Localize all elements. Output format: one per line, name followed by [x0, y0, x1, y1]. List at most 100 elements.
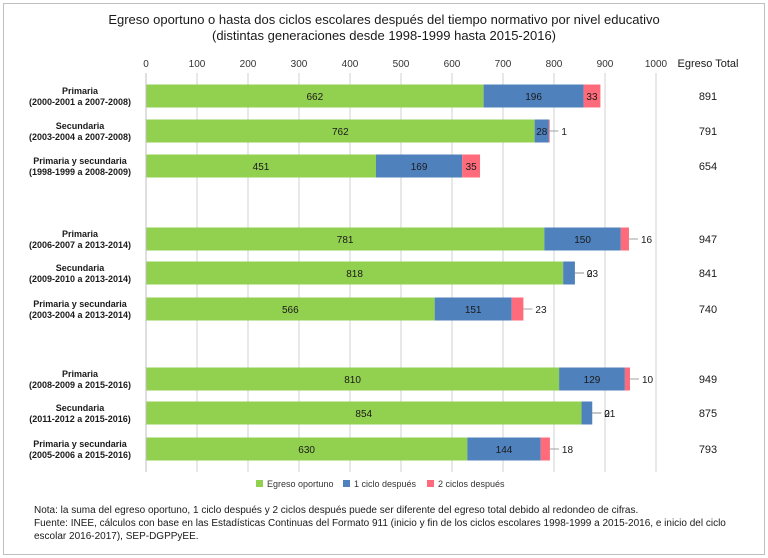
- bar-segment: [146, 401, 582, 425]
- total-value: 875: [699, 408, 717, 420]
- legend-item-egreso-oportuno: Egreso oportuno: [256, 479, 334, 489]
- category-label: Primaria: [62, 369, 99, 379]
- legend-label: 1 ciclo después: [354, 479, 417, 489]
- total-column-header: Egreso Total: [678, 58, 739, 70]
- category-label: Primaria y secundaria: [33, 439, 128, 449]
- bar-segment: [467, 437, 541, 461]
- bar-segment: [624, 367, 630, 391]
- chart-subtitle: (distintas generaciones desde 1998-1999 …: [211, 28, 557, 43]
- x-tick-label: 600: [444, 59, 461, 70]
- category-period-label: (2000-2001 a 2007-2008): [29, 97, 131, 107]
- data-label: 35: [466, 162, 478, 173]
- total-value: 947: [699, 234, 717, 246]
- category-period-label: (2011-2012 a 2015-2016): [29, 414, 131, 424]
- data-label: 662: [306, 92, 323, 103]
- x-tick-label: 100: [189, 59, 206, 70]
- data-label: 762: [332, 127, 349, 138]
- data-label: 781: [337, 235, 354, 246]
- x-tick-label: 800: [546, 59, 563, 70]
- category-label: Primaria y secundaria: [33, 156, 128, 166]
- bar-segment: [146, 437, 468, 461]
- data-label: 151: [465, 305, 482, 316]
- category-period-label: (2003-2004 a 2013-2014): [29, 310, 131, 320]
- x-tick-label: 700: [495, 59, 512, 70]
- category-period-label: (2005-2006 a 2015-2016): [29, 450, 131, 460]
- bar-segment: [146, 84, 484, 108]
- category-period-label: (1998-1999 a 2008-2009): [29, 167, 131, 177]
- data-label: 1: [561, 127, 567, 138]
- bar-segment: [434, 297, 512, 321]
- bar-segment: [376, 154, 463, 178]
- total-value: 791: [699, 126, 717, 138]
- data-label: 33: [586, 92, 598, 103]
- total-value: 654: [699, 161, 717, 173]
- data-label: 630: [298, 445, 315, 456]
- total-value: 949: [699, 374, 717, 386]
- bar-segment: [146, 367, 560, 391]
- data-label: 150: [574, 235, 591, 246]
- legend-swatch: [427, 480, 434, 487]
- footnote-nota: Nota: la suma del egreso oportuno, 1 cic…: [34, 505, 639, 516]
- bar-segment: [559, 367, 625, 391]
- bar-segment: [146, 297, 435, 321]
- x-tick-label: 400: [342, 59, 359, 70]
- bar-segment: [511, 297, 524, 321]
- bar-segment: [146, 119, 535, 143]
- total-value: 793: [699, 444, 717, 456]
- legend-item-1-ciclo: 1 ciclo después: [343, 479, 416, 489]
- bar-segment: [483, 84, 584, 108]
- total-value: 841: [699, 268, 717, 280]
- category-period-label: (2009-2010 a 2013-2014): [29, 274, 131, 284]
- bar-segment: [146, 154, 377, 178]
- footnote-fuente: Fuente: INEE, cálculos con base en las E…: [34, 518, 726, 529]
- x-tick-label: 500: [393, 59, 410, 70]
- data-label: 23: [535, 305, 547, 316]
- x-tick-label: 200: [240, 59, 257, 70]
- bar-segment: [534, 119, 549, 143]
- bar-segment: [146, 227, 545, 251]
- category-label: Secundaria: [56, 263, 106, 273]
- bar-segment: [540, 437, 550, 461]
- bar-segment: [544, 227, 621, 251]
- x-tick-label: 300: [291, 59, 308, 70]
- category-label: Secundaria: [56, 121, 106, 131]
- data-label: 16: [641, 235, 653, 246]
- data-label: 129: [584, 375, 601, 386]
- stacked-bar-chart: 0 100 200 300 400 500 600 700 800 900 1000 Egreso T…: [29, 58, 739, 472]
- legend-swatch: [343, 480, 350, 487]
- data-label: 566: [282, 305, 299, 316]
- category-period-label: (2008-2009 a 2015-2016): [29, 380, 131, 390]
- data-label: 0: [587, 269, 593, 280]
- bar-segment: [548, 119, 550, 143]
- bar-segment: [620, 227, 629, 251]
- category-period-label: (2003-2004 a 2007-2008): [29, 132, 131, 142]
- footnote-fuente-cont: escolar 2016-2017), SEP-DGPPyEE.: [34, 531, 199, 542]
- data-label: 169: [411, 162, 428, 173]
- category-label: Primaria: [62, 86, 99, 96]
- bar-segment: [146, 261, 564, 285]
- chart-title: Egreso oportuno o hasta dos ciclos escol…: [108, 12, 660, 27]
- legend-label: Egreso oportuno: [267, 479, 334, 489]
- data-label: 21: [604, 409, 616, 420]
- category-label: Primaria y secundaria: [33, 299, 128, 309]
- data-label: 810: [344, 375, 361, 386]
- category-period-label: (2006-2007 a 2013-2014): [29, 240, 131, 250]
- bar-segment: [583, 84, 601, 108]
- total-value: 891: [699, 91, 717, 103]
- total-value: 740: [699, 304, 717, 316]
- data-label: 196: [525, 92, 542, 103]
- bar-segment: [563, 261, 575, 285]
- data-label: 28: [536, 127, 548, 138]
- data-label: 18: [562, 445, 574, 456]
- data-label: 451: [253, 162, 270, 173]
- legend-item-2-ciclos: 2 ciclos después: [427, 479, 505, 489]
- data-label: 818: [346, 269, 363, 280]
- data-label: 0: [604, 409, 610, 420]
- bar-segment: [581, 401, 593, 425]
- legend-label: 2 ciclos después: [438, 479, 505, 489]
- bar-segment: [462, 154, 481, 178]
- category-label: Secundaria: [56, 403, 106, 413]
- x-tick-label: 1000: [645, 59, 668, 70]
- data-label: 854: [355, 409, 372, 420]
- data-label: 144: [496, 445, 513, 456]
